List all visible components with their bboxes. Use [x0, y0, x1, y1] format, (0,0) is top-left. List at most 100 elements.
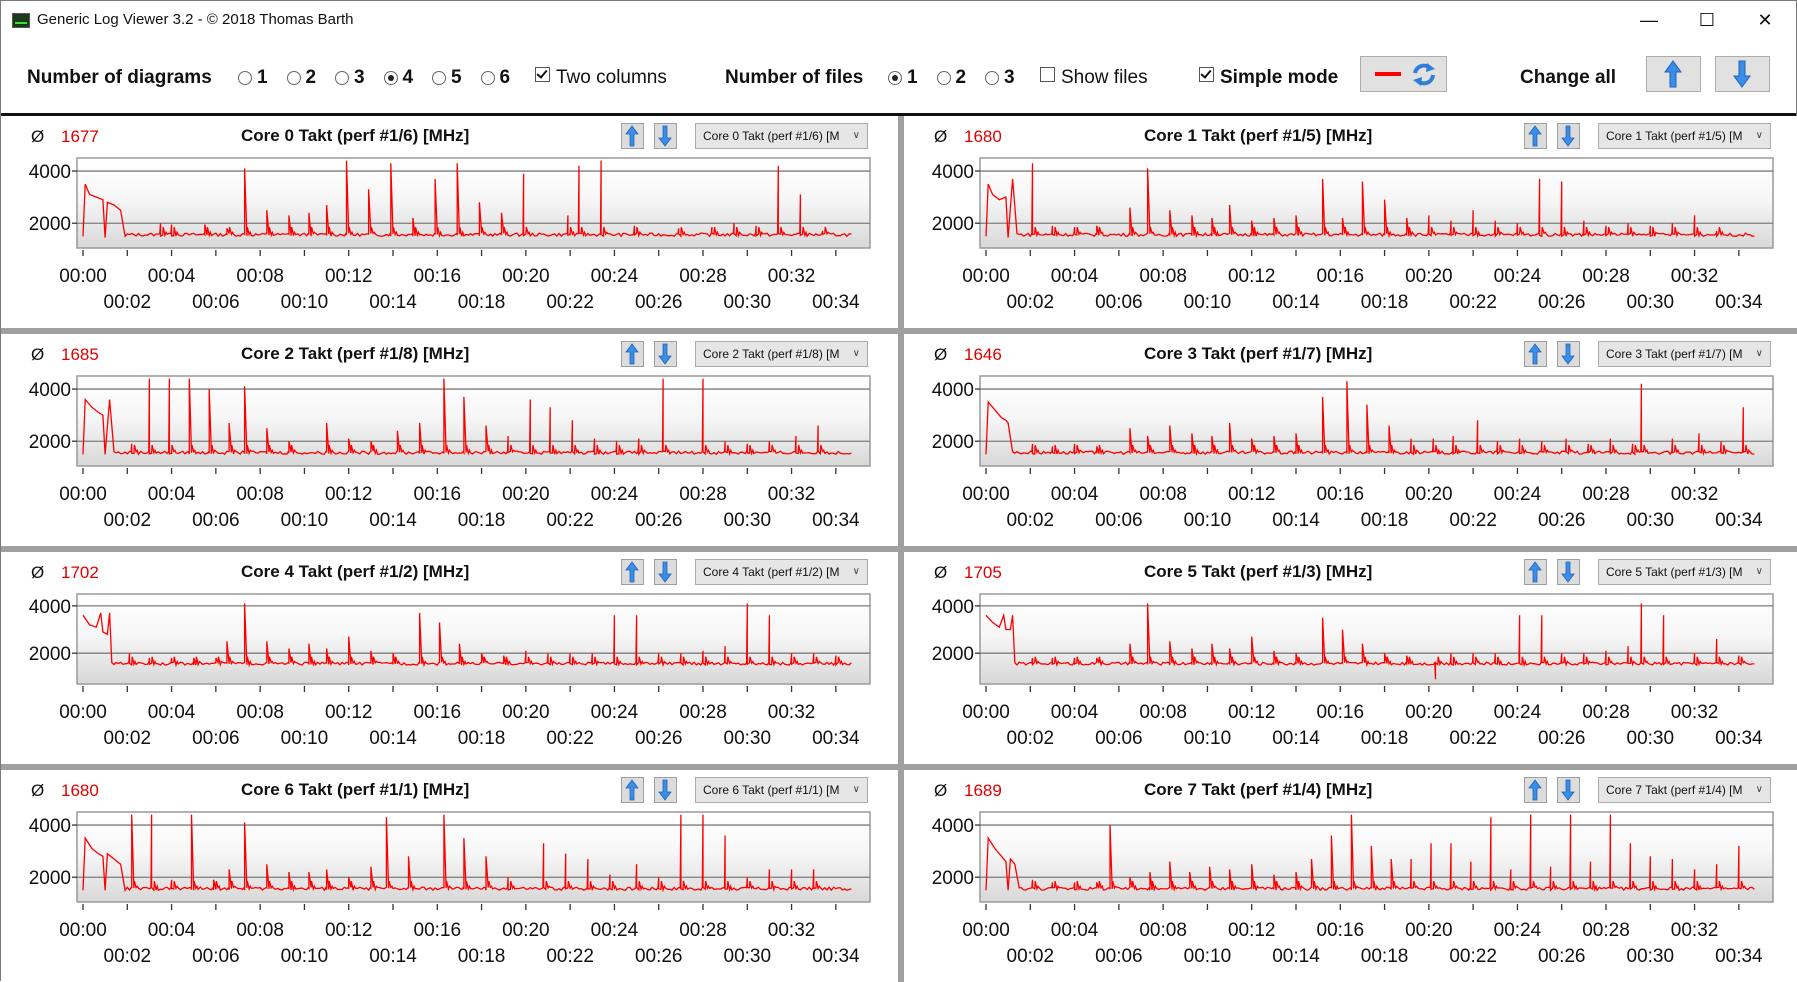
close-button[interactable]: ✕	[1742, 7, 1788, 33]
ytick-label: 4000	[29, 162, 71, 183]
xtick-label: 00:18	[458, 292, 506, 313]
num-diagrams-radio-6[interactable]: 6	[480, 67, 510, 89]
num-diagrams-radio-1[interactable]: 1	[238, 67, 268, 89]
xtick-label: 00:28	[679, 266, 727, 287]
num-diagrams-radio-3[interactable]: 3	[335, 67, 365, 89]
series-down-button[interactable]	[1557, 123, 1580, 149]
series-down-button[interactable]	[1557, 559, 1580, 585]
xtick-label: 00:24	[1494, 484, 1542, 505]
xtick-label: 00:24	[591, 702, 639, 723]
xtick-label: 00:02	[104, 946, 152, 967]
series-select[interactable]: Core 3 Takt (perf #1/7) [M ∨	[1598, 341, 1771, 367]
ytick-label: 4000	[932, 816, 974, 837]
series-select[interactable]: Core 6 Takt (perf #1/1) [M ∨	[695, 777, 868, 803]
num-diagrams-radio-5[interactable]: 5	[432, 67, 462, 89]
series-up-button[interactable]	[1524, 341, 1547, 367]
xtick-label: 00:18	[1361, 510, 1409, 531]
ytick-label: 2000	[29, 644, 71, 665]
series-select[interactable]: Core 2 Takt (perf #1/8) [M ∨	[695, 341, 868, 367]
chart-core2: 2000 4000 00:00 00:04 00:08 00:12 00:16 00:20 00…	[29, 375, 871, 531]
plot-area	[979, 157, 1774, 249]
arrow-down-icon	[1561, 561, 1575, 583]
num-diagrams-radio-4[interactable]: 4	[383, 67, 413, 89]
series-up-button[interactable]	[621, 559, 644, 585]
average-value: 1689	[964, 781, 1002, 800]
arrow-up-icon	[1528, 779, 1542, 801]
change-all-up-button[interactable]	[1646, 56, 1701, 92]
series-up-button[interactable]	[1524, 559, 1547, 585]
num-diagrams-radio-2[interactable]: 2	[286, 67, 316, 89]
series-select-value: Core 4 Takt (perf #1/2) [M	[703, 565, 840, 579]
simple-mode-checkbox[interactable]: Simple mode	[1199, 67, 1338, 89]
xtick-label: 00:30	[724, 946, 772, 967]
ytick-label: 2000	[932, 644, 974, 665]
series-select[interactable]: Core 4 Takt (perf #1/2) [M ∨	[695, 559, 868, 585]
arrow-down-icon	[658, 125, 672, 147]
series-select-value: Core 7 Takt (perf #1/4) [M	[1606, 783, 1743, 797]
series-select[interactable]: Core 7 Takt (perf #1/4) [M ∨	[1598, 777, 1771, 803]
num-files-radio-1[interactable]: 1	[888, 67, 918, 89]
chevron-down-icon: ∨	[1755, 348, 1763, 359]
arrow-up-icon	[1528, 125, 1542, 147]
maximize-button[interactable]: ☐	[1684, 7, 1730, 33]
xtick-label: 00:10	[281, 946, 329, 967]
num-diagrams-radio-label: 5	[451, 67, 462, 88]
radio-circle-icon	[238, 70, 252, 85]
num-files-radio-3[interactable]: 3	[985, 67, 1015, 89]
row-splitter[interactable]	[1, 546, 898, 552]
xtick-label: 00:18	[1361, 728, 1409, 749]
xtick-label: 00:08	[1139, 702, 1187, 723]
xtick-label: 00:10	[1184, 510, 1232, 531]
xtick-label: 00:16	[414, 484, 462, 505]
series-up-button[interactable]	[1524, 777, 1547, 803]
row-splitter[interactable]	[1, 328, 898, 334]
line-color-refresh-button[interactable]	[1360, 56, 1447, 92]
row-splitter[interactable]	[904, 764, 1797, 770]
xtick-label: 00:34	[812, 728, 860, 749]
xtick-label: 00:08	[236, 702, 284, 723]
series-down-button[interactable]	[654, 777, 677, 803]
row-splitter[interactable]	[904, 328, 1797, 334]
average-value: 1705	[964, 563, 1002, 582]
num-files-radio-label: 3	[1004, 67, 1015, 88]
diagram-panel-core6: Ø 1680 Core 6 Takt (perf #1/1) [MHz] Cor…	[1, 770, 898, 982]
series-down-button[interactable]	[1557, 341, 1580, 367]
xtick-label: 00:06	[192, 946, 240, 967]
average-value: 1646	[964, 345, 1002, 364]
series-up-button[interactable]	[621, 123, 644, 149]
show-files-checkbox[interactable]: Show files	[1040, 67, 1148, 89]
series-up-button[interactable]	[1524, 123, 1547, 149]
xtick-label: 00:34	[812, 510, 860, 531]
ytick-label: 2000	[932, 432, 974, 453]
radio-circle-icon	[936, 70, 951, 85]
series-down-button[interactable]	[1557, 777, 1580, 803]
chevron-down-icon: ∨	[852, 566, 860, 577]
xtick-label: 00:34	[1715, 292, 1763, 313]
column-splitter[interactable]	[898, 116, 904, 982]
line-color-refresh-icons	[1375, 63, 1435, 86]
chevron-down-icon: ∨	[852, 130, 860, 141]
xtick-label: 00:28	[679, 484, 727, 505]
series-down-button[interactable]	[654, 341, 677, 367]
num-files-radio-2[interactable]: 2	[936, 67, 966, 89]
series-line-core5	[985, 603, 1755, 680]
series-select[interactable]: Core 1 Takt (perf #1/5) [M ∨	[1598, 123, 1771, 149]
num-files-radio-label: 1	[907, 67, 918, 88]
series-select[interactable]: Core 0 Takt (perf #1/6) [M ∨	[695, 123, 868, 149]
row-splitter[interactable]	[904, 546, 1797, 552]
average-value: 1677	[61, 127, 99, 146]
xtick-label: 00:26	[1538, 292, 1586, 313]
minimize-button[interactable]: —	[1626, 7, 1672, 33]
series-up-button[interactable]	[621, 777, 644, 803]
series-down-button[interactable]	[654, 559, 677, 585]
series-down-button[interactable]	[654, 123, 677, 149]
maximize-icon: ☐	[1698, 10, 1716, 30]
series-line-core7	[985, 814, 1755, 893]
xtick-label: 00:32	[1671, 920, 1719, 941]
series-up-button[interactable]	[621, 341, 644, 367]
two-columns-checkbox[interactable]: Two columns	[535, 67, 667, 89]
change-all-down-button[interactable]	[1715, 56, 1770, 92]
series-select[interactable]: Core 5 Takt (perf #1/3) [M ∨	[1598, 559, 1771, 585]
chevron-down-icon: ∨	[1755, 566, 1763, 577]
row-splitter[interactable]	[1, 764, 898, 770]
